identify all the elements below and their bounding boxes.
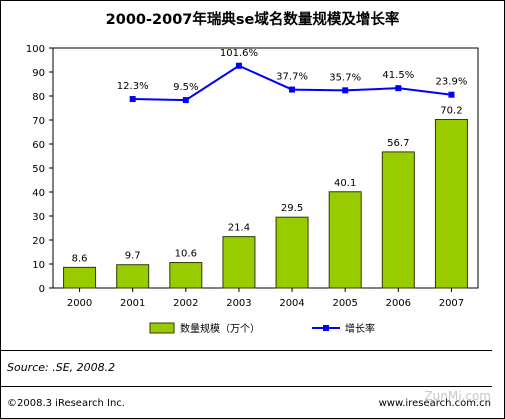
bar-value-label: 40.1 <box>334 178 356 189</box>
growth-rate-marker <box>129 96 136 103</box>
x-tick-label: 2000 <box>67 298 92 309</box>
y-tick-label: 20 <box>32 236 45 247</box>
bar-value-label: 8.6 <box>72 253 88 264</box>
divider-bottom <box>1 386 492 387</box>
watermark-text: ZunMi.com <box>424 389 491 403</box>
divider-top <box>1 350 492 351</box>
bar-value-label: 56.7 <box>387 138 409 149</box>
y-tick-label: 90 <box>32 68 45 79</box>
growth-rate-marker <box>448 91 455 98</box>
y-tick-label: 60 <box>32 140 45 151</box>
bar <box>222 236 256 289</box>
y-tick-label: 100 <box>26 44 45 55</box>
y-tick-label: 80 <box>32 92 45 103</box>
source-note: Source: .SE, 2008.2 <box>7 361 116 374</box>
growth-rate-label: 101.6% <box>220 48 258 59</box>
bar-value-label: 21.4 <box>228 223 250 234</box>
growth-rate-label: 9.5% <box>173 82 198 93</box>
x-tick-label: 2005 <box>332 298 357 309</box>
y-tick-label: 10 <box>32 260 45 271</box>
growth-rate-marker <box>395 85 402 92</box>
x-tick-label: 2004 <box>279 298 304 309</box>
growth-rate-marker <box>289 86 296 93</box>
website-text: www.iresearch.com.cn <box>378 398 491 409</box>
bar <box>434 119 468 289</box>
growth-rate-label: 12.3% <box>117 81 149 92</box>
bar-value-label: 29.5 <box>281 203 303 214</box>
growth-rate-marker <box>182 97 189 104</box>
growth-rate-marker <box>342 87 349 94</box>
y-tick-label: 70 <box>32 116 45 127</box>
y-tick-label: 40 <box>32 188 45 199</box>
x-tick-label: 2002 <box>173 298 198 309</box>
bar <box>328 191 362 289</box>
growth-rate-label: 23.9% <box>436 77 468 88</box>
chart-title: 2000-2007年瑞典se域名数量规模及增长率 <box>105 12 400 28</box>
copyright-text: ©2008.3 iResearch Inc. <box>7 398 125 409</box>
bar <box>63 266 97 289</box>
y-tick-label: 0 <box>39 284 45 295</box>
bar <box>381 151 415 289</box>
bar-value-label: 70.2 <box>440 106 462 117</box>
x-tick-label: 2003 <box>226 298 251 309</box>
legend-bar-swatch <box>149 322 175 334</box>
bar <box>275 216 309 289</box>
x-tick-label: 2006 <box>386 298 411 309</box>
growth-rate-label: 37.7% <box>276 72 308 83</box>
legend-bar-label: 数量规模（万个） <box>180 322 260 335</box>
bar-value-label: 10.6 <box>175 249 197 260</box>
x-tick-label: 2007 <box>439 298 464 309</box>
y-tick-label: 30 <box>32 212 45 223</box>
bar <box>116 264 150 289</box>
bar-value-label: 9.7 <box>125 251 141 262</box>
bar <box>169 262 203 289</box>
legend-line-label: 增长率 <box>345 322 375 335</box>
growth-rate-label: 41.5% <box>382 70 414 81</box>
y-tick-label: 50 <box>32 164 45 175</box>
legend-line-marker <box>323 325 329 331</box>
growth-rate-label: 35.7% <box>329 72 361 83</box>
growth-rate-marker <box>235 62 242 69</box>
x-tick-label: 2001 <box>120 298 145 309</box>
